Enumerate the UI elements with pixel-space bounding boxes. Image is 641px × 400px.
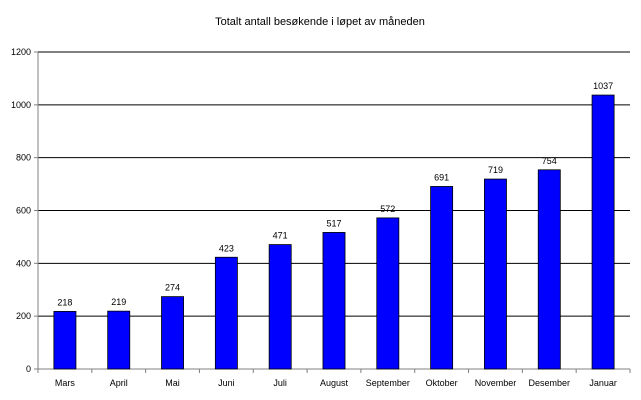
bar-august bbox=[322, 232, 346, 370]
bar-januar bbox=[591, 94, 615, 370]
y-tick-label: 0 bbox=[26, 364, 31, 374]
bar-mai bbox=[161, 296, 184, 370]
y-tick-label: 1200 bbox=[11, 47, 31, 57]
y-tick-label: 1000 bbox=[11, 100, 31, 110]
y-tick-label: 400 bbox=[16, 258, 31, 268]
y-tick-label: 200 bbox=[16, 311, 31, 321]
data-label: 219 bbox=[111, 297, 126, 307]
bar-september bbox=[376, 217, 400, 370]
x-tick-label: August bbox=[320, 378, 349, 388]
bar-april bbox=[107, 310, 131, 370]
x-tick-label: Mai bbox=[165, 378, 180, 388]
x-tick-label: Desember bbox=[529, 378, 571, 388]
bar-juli bbox=[268, 244, 292, 370]
data-labels: 218 219 274 423 471 517 572 691 719 754 1037 bbox=[57, 81, 613, 307]
data-label: 1037 bbox=[593, 81, 613, 91]
x-tick-label: Juli bbox=[273, 378, 287, 388]
data-label: 471 bbox=[273, 231, 288, 241]
x-tick-label: Juni bbox=[218, 378, 235, 388]
bar-juni bbox=[214, 256, 238, 370]
gridlines bbox=[38, 51, 630, 317]
data-label: 754 bbox=[542, 156, 557, 166]
x-tick-label: April bbox=[110, 378, 128, 388]
data-label: 517 bbox=[326, 218, 341, 228]
x-tick-label: Mars bbox=[55, 378, 75, 388]
bar-november bbox=[484, 178, 507, 370]
x-tick-label: September bbox=[366, 378, 410, 388]
data-label: 423 bbox=[219, 243, 234, 253]
data-label: 719 bbox=[488, 165, 503, 175]
bar-oktober bbox=[430, 186, 454, 370]
x-tick-label: Januar bbox=[589, 378, 617, 388]
data-label: 218 bbox=[57, 297, 72, 307]
y-tick-label: 600 bbox=[16, 206, 31, 216]
bars bbox=[53, 94, 615, 370]
data-label: 572 bbox=[380, 204, 395, 214]
bar-desember bbox=[537, 169, 561, 370]
bar-mars bbox=[53, 311, 77, 370]
data-label: 691 bbox=[434, 172, 449, 182]
x-tick-label: Oktober bbox=[426, 378, 458, 388]
x-tick-label: November bbox=[475, 378, 517, 388]
chart-title: Totalt antall besøkende i løpet av måned… bbox=[215, 16, 425, 28]
y-tick-label: 800 bbox=[16, 153, 31, 163]
axes: 0 200 400 600 800 1000 1200 Mars April Mai Juni Jul… bbox=[11, 47, 631, 388]
data-label: 274 bbox=[165, 283, 180, 293]
